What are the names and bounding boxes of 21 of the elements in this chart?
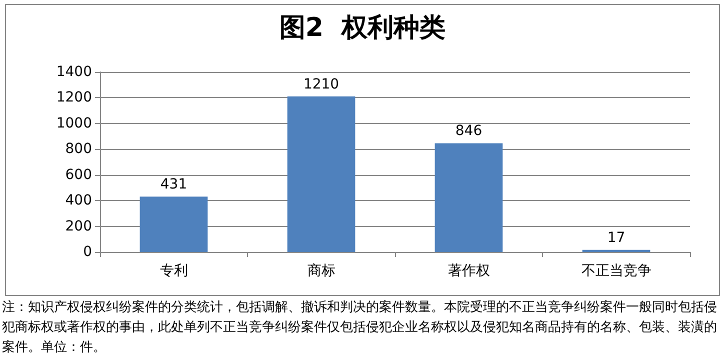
y-tick-label: 1200 (56, 90, 92, 106)
x-tick-label: 专利 (160, 263, 188, 279)
y-tick-label: 1000 (56, 115, 92, 132)
y-tick-label: 800 (65, 141, 92, 158)
data-label: 846 (455, 123, 482, 140)
x-tick-label: 著作权 (448, 263, 490, 279)
bar (434, 143, 503, 252)
x-tick-label: 商标 (307, 263, 336, 279)
text: 注：知识产权侵权纠纷案件的分类统计，包括调解、撤诉和判决的案件数量。本院受理的不正当竞争纠纷案件一般同时包括侵犯商标权或著作权的事由，此处单列不正当竞争纠纷案件仅包括侵犯企业名称权以及侵犯知名商品持有的名称、包装、装潢的案件。单位：件。 (2, 299, 718, 357)
data-label: 431 (160, 176, 188, 193)
y-tick-label: 200 (65, 218, 92, 234)
y-tick-label: 1400 (56, 64, 92, 80)
y-tick-label: 600 (65, 166, 92, 183)
data-label: 17 (607, 230, 626, 246)
bar (140, 196, 208, 252)
x-tick-label: 不正当竞争 (581, 263, 652, 279)
chart-title: 图2 权利种类 (279, 13, 446, 43)
data-label: 1210 (303, 76, 340, 92)
y-tick-label: 400 (65, 192, 92, 209)
y-tick-label: 0 (83, 244, 92, 260)
bar (287, 96, 356, 252)
